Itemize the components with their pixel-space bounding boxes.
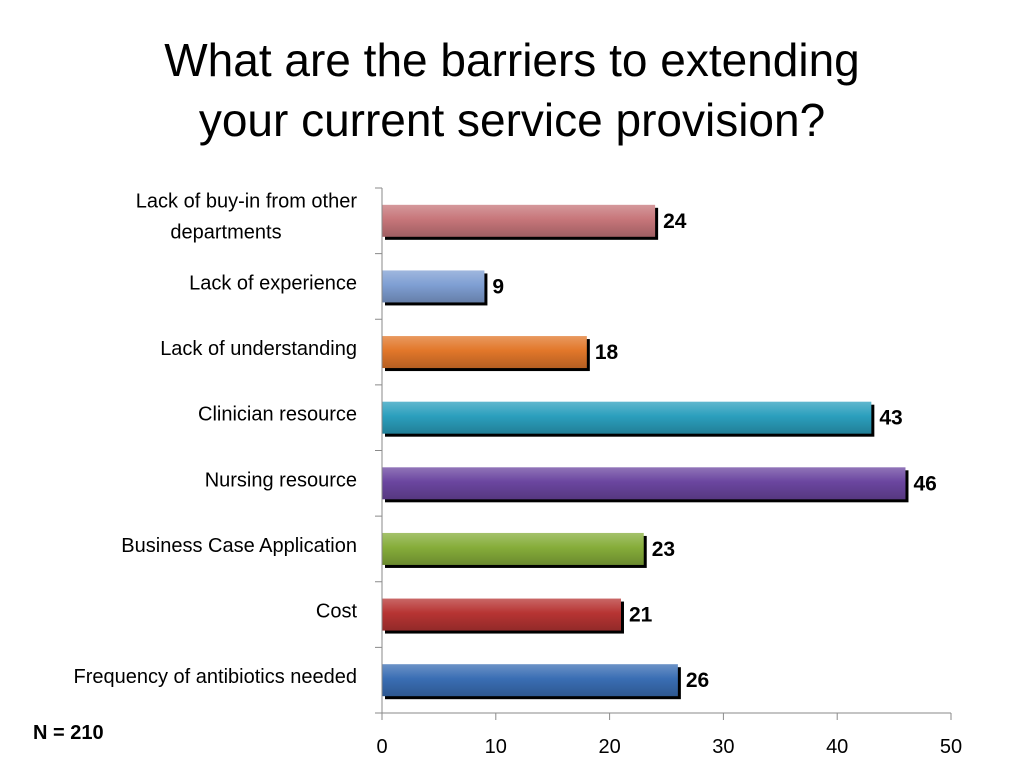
data-label: 9 <box>492 275 504 298</box>
data-label: 43 <box>879 407 902 430</box>
x-tick-label: 10 <box>485 736 507 758</box>
bar <box>382 204 656 237</box>
sample-size-note: N = 210 <box>33 722 104 744</box>
x-tick-label: 40 <box>826 736 848 758</box>
category-label: Clinician resource <box>198 404 357 426</box>
x-tick-label: 30 <box>712 736 734 758</box>
bar <box>382 467 906 500</box>
category-label: Lack of buy-in from other <box>136 190 358 212</box>
category-label: Cost <box>316 601 358 623</box>
x-tick-label: 50 <box>940 736 962 758</box>
chart-title-line-1: What are the barriers to extending <box>164 34 860 86</box>
category-label: Lack of understanding <box>160 338 357 360</box>
bar <box>382 336 587 369</box>
category-label: Business Case Application <box>121 535 357 557</box>
category-label: Lack of experience <box>189 272 357 294</box>
data-label: 24 <box>663 210 687 233</box>
chart-title: What are the barriers to extending your … <box>0 30 1024 150</box>
data-label: 18 <box>595 341 619 364</box>
category-label: Frequency of antibiotics needed <box>73 666 357 688</box>
x-tick-label: 0 <box>376 736 387 758</box>
data-label: 46 <box>913 472 936 495</box>
bar <box>382 598 621 631</box>
category-label: departments <box>170 221 281 243</box>
data-label: 23 <box>652 538 675 561</box>
chart-title-line-2: your current service provision? <box>198 94 826 146</box>
x-tick-label: 20 <box>598 736 620 758</box>
data-label: 26 <box>686 669 709 692</box>
bar <box>382 401 872 434</box>
bar <box>382 532 644 565</box>
bar <box>382 664 678 697</box>
bar <box>382 270 485 303</box>
data-label: 21 <box>629 604 653 627</box>
category-label: Nursing resource <box>205 469 357 491</box>
